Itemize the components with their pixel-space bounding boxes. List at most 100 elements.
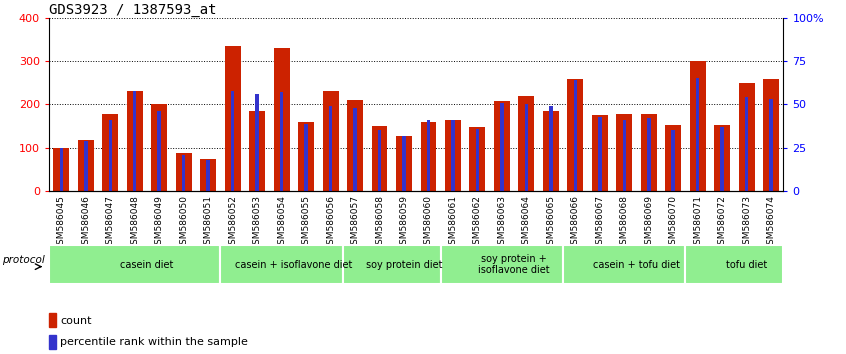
Bar: [378, 130, 382, 191]
Bar: [78, 141, 94, 191]
Text: soy protein +
isoflavone diet: soy protein + isoflavone diet: [478, 254, 550, 275]
Text: GSM586059: GSM586059: [399, 195, 409, 250]
Text: GSM586066: GSM586066: [571, 195, 580, 250]
Text: GSM586074: GSM586074: [766, 195, 776, 250]
Text: GSM586055: GSM586055: [301, 195, 310, 250]
Bar: [445, 120, 461, 191]
Text: GSM586061: GSM586061: [448, 195, 458, 250]
Text: GSM586072: GSM586072: [717, 195, 727, 250]
Bar: [689, 61, 706, 191]
Text: GSM586071: GSM586071: [693, 195, 702, 250]
Text: casein + tofu diet: casein + tofu diet: [593, 259, 680, 270]
Bar: [672, 130, 675, 191]
Text: GSM586050: GSM586050: [179, 195, 188, 250]
Text: GSM586052: GSM586052: [228, 195, 237, 250]
Bar: [354, 108, 357, 191]
Text: protocol: protocol: [3, 255, 45, 265]
Bar: [563, 245, 685, 284]
Bar: [475, 129, 479, 191]
Bar: [426, 120, 431, 191]
Bar: [280, 92, 283, 191]
Bar: [225, 46, 240, 191]
Bar: [739, 83, 755, 191]
Text: GSM586054: GSM586054: [277, 195, 286, 250]
Bar: [329, 106, 332, 191]
Text: GSM586053: GSM586053: [253, 195, 261, 250]
Bar: [371, 126, 387, 191]
Bar: [574, 80, 577, 191]
Text: count: count: [61, 316, 92, 326]
Text: GSM586073: GSM586073: [742, 195, 751, 250]
Bar: [402, 136, 406, 191]
Bar: [49, 313, 56, 327]
Bar: [343, 245, 441, 284]
Bar: [151, 104, 168, 191]
Bar: [127, 91, 143, 191]
Bar: [396, 136, 412, 191]
Text: GSM586047: GSM586047: [106, 195, 115, 250]
Bar: [745, 97, 749, 191]
Bar: [322, 91, 338, 191]
Bar: [568, 79, 583, 191]
Bar: [273, 48, 289, 191]
Text: soy protein diet: soy protein diet: [365, 259, 442, 270]
Bar: [696, 79, 700, 191]
Bar: [763, 79, 779, 191]
Bar: [53, 148, 69, 191]
Text: GSM586057: GSM586057: [350, 195, 360, 250]
Bar: [255, 94, 259, 191]
Text: GSM586058: GSM586058: [375, 195, 384, 250]
Bar: [231, 91, 234, 191]
Bar: [49, 245, 221, 284]
Bar: [451, 120, 454, 191]
Text: GSM586049: GSM586049: [155, 195, 164, 250]
Bar: [133, 91, 136, 191]
Bar: [157, 112, 161, 191]
Text: GSM586064: GSM586064: [522, 195, 531, 250]
Text: GSM586067: GSM586067: [596, 195, 604, 250]
Text: GDS3923 / 1387593_at: GDS3923 / 1387593_at: [49, 3, 217, 17]
Bar: [617, 114, 632, 191]
Bar: [206, 160, 210, 191]
Bar: [250, 111, 265, 191]
Bar: [108, 120, 112, 191]
Bar: [549, 106, 552, 191]
Bar: [59, 148, 63, 191]
Text: GSM586065: GSM586065: [547, 195, 555, 250]
Bar: [543, 111, 559, 191]
Bar: [685, 245, 783, 284]
Text: percentile rank within the sample: percentile rank within the sample: [61, 337, 249, 347]
Text: GSM586068: GSM586068: [620, 195, 629, 250]
Bar: [176, 153, 192, 191]
Text: GSM586063: GSM586063: [497, 195, 507, 250]
Text: GSM586045: GSM586045: [57, 195, 66, 250]
Bar: [201, 159, 216, 191]
Bar: [500, 103, 503, 191]
Bar: [714, 125, 730, 191]
Bar: [347, 100, 363, 191]
Text: casein + isoflavone diet: casein + isoflavone diet: [235, 259, 353, 270]
Bar: [494, 101, 510, 191]
Bar: [647, 118, 651, 191]
Text: GSM586051: GSM586051: [204, 195, 212, 250]
Text: GSM586070: GSM586070: [668, 195, 678, 250]
Text: GSM586056: GSM586056: [326, 195, 335, 250]
Bar: [441, 245, 563, 284]
Bar: [221, 245, 343, 284]
Bar: [470, 127, 486, 191]
Text: GSM586062: GSM586062: [473, 195, 482, 250]
Bar: [49, 335, 56, 349]
Bar: [420, 122, 437, 191]
Bar: [102, 114, 118, 191]
Bar: [305, 124, 308, 191]
Bar: [769, 99, 773, 191]
Text: GSM586046: GSM586046: [81, 195, 91, 250]
Text: GSM586069: GSM586069: [645, 195, 653, 250]
Bar: [665, 125, 681, 191]
Text: GSM586060: GSM586060: [424, 195, 433, 250]
Bar: [592, 115, 607, 191]
Bar: [298, 122, 314, 191]
Bar: [84, 141, 87, 191]
Bar: [519, 96, 535, 191]
Text: casein diet: casein diet: [120, 259, 173, 270]
